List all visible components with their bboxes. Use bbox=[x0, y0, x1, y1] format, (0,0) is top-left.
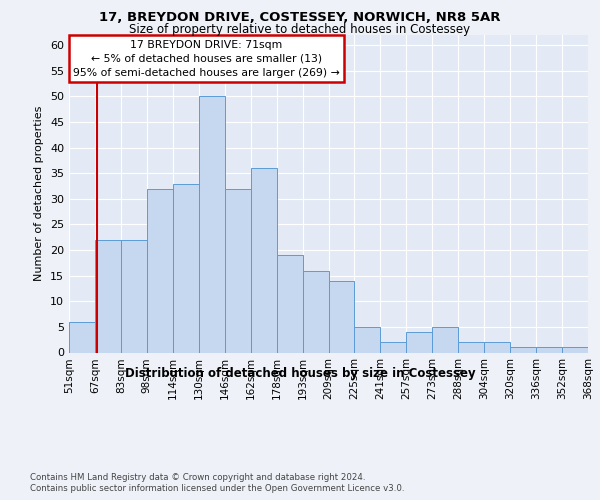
Bar bbox=[406, 332, 432, 352]
Bar bbox=[225, 188, 251, 352]
Text: Distribution of detached houses by size in Costessey: Distribution of detached houses by size … bbox=[125, 368, 475, 380]
Bar bbox=[329, 281, 355, 352]
Text: Size of property relative to detached houses in Costessey: Size of property relative to detached ho… bbox=[130, 22, 470, 36]
Bar bbox=[121, 240, 147, 352]
Bar bbox=[95, 240, 121, 352]
Bar bbox=[251, 168, 277, 352]
Bar bbox=[69, 322, 95, 352]
Y-axis label: Number of detached properties: Number of detached properties bbox=[34, 106, 44, 282]
Bar bbox=[562, 348, 588, 352]
Text: Contains public sector information licensed under the Open Government Licence v3: Contains public sector information licen… bbox=[30, 484, 404, 493]
Bar bbox=[380, 342, 406, 352]
Text: Contains HM Land Registry data © Crown copyright and database right 2024.: Contains HM Land Registry data © Crown c… bbox=[30, 472, 365, 482]
Bar bbox=[199, 96, 224, 352]
Bar bbox=[355, 327, 380, 352]
Bar bbox=[433, 327, 458, 352]
Bar bbox=[302, 270, 329, 352]
Bar bbox=[510, 348, 536, 352]
Text: 17, BREYDON DRIVE, COSTESSEY, NORWICH, NR8 5AR: 17, BREYDON DRIVE, COSTESSEY, NORWICH, N… bbox=[99, 11, 501, 24]
Bar bbox=[277, 255, 302, 352]
Bar bbox=[173, 184, 199, 352]
Bar bbox=[458, 342, 484, 352]
Text: 17 BREYDON DRIVE: 71sqm
← 5% of detached houses are smaller (13)
95% of semi-det: 17 BREYDON DRIVE: 71sqm ← 5% of detached… bbox=[73, 40, 340, 78]
Bar bbox=[536, 348, 562, 352]
Bar bbox=[147, 188, 173, 352]
Bar bbox=[484, 342, 510, 352]
